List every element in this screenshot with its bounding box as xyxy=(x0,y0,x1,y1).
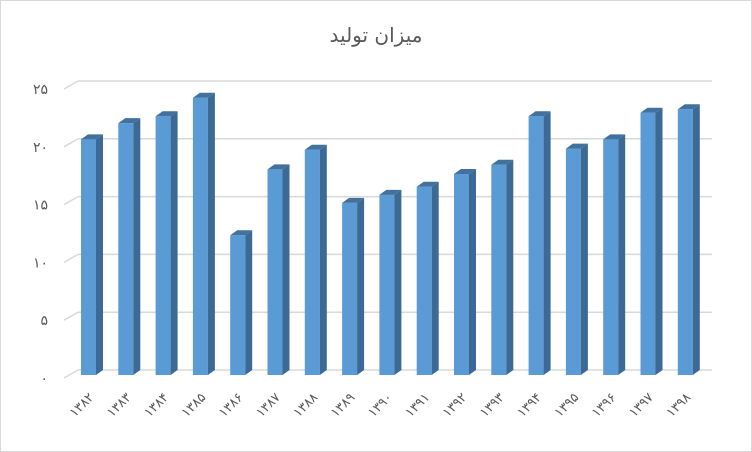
gridline-floor xyxy=(63,80,79,90)
x-tick-label: ۱۳۹۷ xyxy=(626,390,656,420)
bar-9 xyxy=(416,181,439,375)
bar-top xyxy=(118,118,141,124)
x-tick-label: ۱۳۹۵ xyxy=(552,390,582,420)
bar-front xyxy=(192,97,208,375)
bar-16 xyxy=(677,104,700,375)
bar-side xyxy=(469,169,476,375)
bar-side xyxy=(618,134,626,375)
bar-front xyxy=(603,139,619,375)
bar-top xyxy=(267,164,290,170)
x-tick-label: ۱۳۹۶ xyxy=(589,390,619,420)
bar-side xyxy=(170,111,178,375)
bar-front xyxy=(304,149,320,375)
bar-6 xyxy=(304,144,327,375)
bar-top xyxy=(416,181,439,187)
gridline-floor xyxy=(63,195,79,206)
x-tick-label: ۱۳۹۴ xyxy=(515,390,545,420)
bar-front xyxy=(677,109,693,375)
bar-front xyxy=(267,169,283,375)
bar-1 xyxy=(118,118,141,375)
bar-2 xyxy=(155,111,178,375)
bar-front xyxy=(230,235,246,375)
bar-top xyxy=(528,111,551,117)
bar-top xyxy=(454,169,476,175)
bar-side xyxy=(319,144,327,375)
x-tick-label: ۱۳۸۷ xyxy=(253,390,283,420)
bar-side xyxy=(506,159,514,375)
bar-side xyxy=(543,111,551,375)
bar-side xyxy=(580,143,588,375)
gridline-floor xyxy=(63,138,79,148)
bar-top xyxy=(565,143,588,149)
bar-front xyxy=(640,112,656,375)
bar-10 xyxy=(454,169,476,375)
x-tick-label: ۱۳۸۳ xyxy=(104,390,134,420)
x-tick-label: ۱۳۸۵ xyxy=(179,390,209,420)
gridline-floor xyxy=(63,311,79,321)
x-tick-label: ۱۳۹۸ xyxy=(664,390,694,420)
bar-front xyxy=(81,139,96,375)
y-tick-label: ۲۵ xyxy=(33,82,48,98)
x-tick-label: ۱۳۸۹ xyxy=(328,390,358,420)
bar-14 xyxy=(603,134,626,375)
x-tick-label: ۱۳۹۲ xyxy=(440,390,470,420)
bar-side xyxy=(282,164,290,375)
y-tick-label: ۵ xyxy=(40,313,48,329)
bar-side xyxy=(357,197,365,375)
bar-4 xyxy=(230,230,253,375)
bar-side xyxy=(207,92,215,375)
bar-top xyxy=(342,197,365,203)
bar-side xyxy=(394,189,402,375)
bar-front xyxy=(155,116,171,375)
x-tick-label: ۱۳۹۰ xyxy=(365,390,395,420)
bar-side xyxy=(245,230,253,375)
bar-front xyxy=(118,123,134,375)
x-tick-label: ۱۳۹۱ xyxy=(403,390,433,420)
bar-12 xyxy=(528,111,551,375)
bar-top xyxy=(192,92,215,98)
bar-front xyxy=(454,174,469,375)
bar-front xyxy=(416,186,432,375)
bar-side xyxy=(96,134,103,375)
bar-top xyxy=(304,144,327,150)
bar-side xyxy=(431,181,439,375)
bar-3 xyxy=(192,92,215,375)
chart-title: میزان تولید xyxy=(330,23,423,47)
bar-front xyxy=(491,164,507,375)
bar-15 xyxy=(640,107,663,375)
bar-side xyxy=(655,107,663,375)
x-tick-label: ۱۳۸۴ xyxy=(142,390,172,420)
gridline-floor xyxy=(63,253,79,264)
y-tick-label: ۱۵ xyxy=(33,198,48,214)
x-tick-label: ۱۳۸۸ xyxy=(291,390,321,420)
x-tick-label: ۱۳۸۶ xyxy=(216,390,246,420)
x-tick-label: ۱۳۸۲ xyxy=(67,390,97,420)
bar-11 xyxy=(491,159,514,375)
bar-top xyxy=(155,111,178,117)
y-tick-label: ۰ xyxy=(40,371,48,387)
bar-13 xyxy=(565,143,588,375)
bar-side xyxy=(133,118,141,375)
bar-top xyxy=(81,134,103,140)
bar-5 xyxy=(267,164,290,375)
bar-0 xyxy=(81,134,103,375)
bar-front xyxy=(528,116,544,375)
bar-top xyxy=(640,107,663,113)
bar-top xyxy=(230,230,253,236)
bar-top xyxy=(603,134,626,140)
bar-side xyxy=(692,104,700,375)
y-tick-label: ۲۰ xyxy=(33,140,48,156)
gridline-floor xyxy=(63,369,79,379)
bar-front xyxy=(342,202,358,375)
bar-7 xyxy=(342,197,365,375)
y-tick-label: ۱۰ xyxy=(33,255,48,271)
bar-top xyxy=(491,159,514,165)
bar-8 xyxy=(379,189,402,375)
bar-top xyxy=(677,104,700,110)
bar-top xyxy=(379,189,402,195)
bar-front xyxy=(565,148,581,375)
x-tick-label: ۱۳۹۳ xyxy=(477,390,507,420)
bar-front xyxy=(379,194,395,375)
